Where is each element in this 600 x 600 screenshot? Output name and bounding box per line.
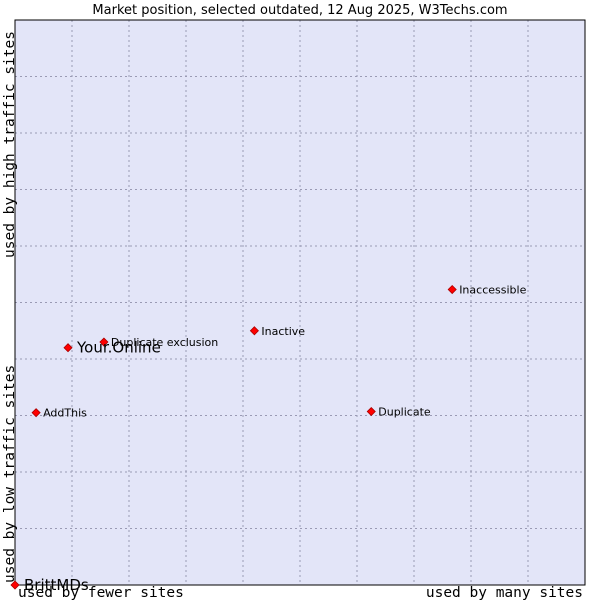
point-label-your-online: Your.Online	[76, 339, 161, 357]
point-label-duplicate-exclusion: Duplicate exclusion	[111, 336, 218, 349]
chart-title: Market position, selected outdated, 12 A…	[92, 3, 507, 18]
point-label-inactive: Inactive	[261, 325, 305, 338]
point-marker-addthis	[31, 408, 41, 418]
x-axis-label-left: used by fewer sites	[18, 585, 184, 600]
y-axis-label-top: used by high traffic sites	[2, 31, 18, 258]
point-marker-duplicate	[366, 406, 376, 417]
point-marker-inaccessible	[447, 284, 457, 295]
point-marker-your-online	[63, 343, 73, 353]
point-marker-inactive	[249, 326, 259, 336]
point-label-duplicate: Duplicate	[378, 406, 431, 419]
point-label-addthis: AddThis	[43, 407, 87, 420]
point-marker-duplicate-exclusion	[99, 337, 109, 347]
y-axis-label-bottom: used by low traffic sites	[2, 365, 18, 583]
data-points: Inaccessible Inactive Duplicate exclusionY…	[10, 284, 527, 594]
plot-frame	[14, 19, 586, 586]
point-marker-brittmds	[10, 580, 20, 590]
grid	[15, 20, 585, 585]
point-label-inaccessible: Inaccessible	[459, 284, 526, 297]
x-axis-label-right: used by many sites	[426, 585, 583, 600]
point-label-brittmds: BrittMDs	[24, 576, 89, 594]
